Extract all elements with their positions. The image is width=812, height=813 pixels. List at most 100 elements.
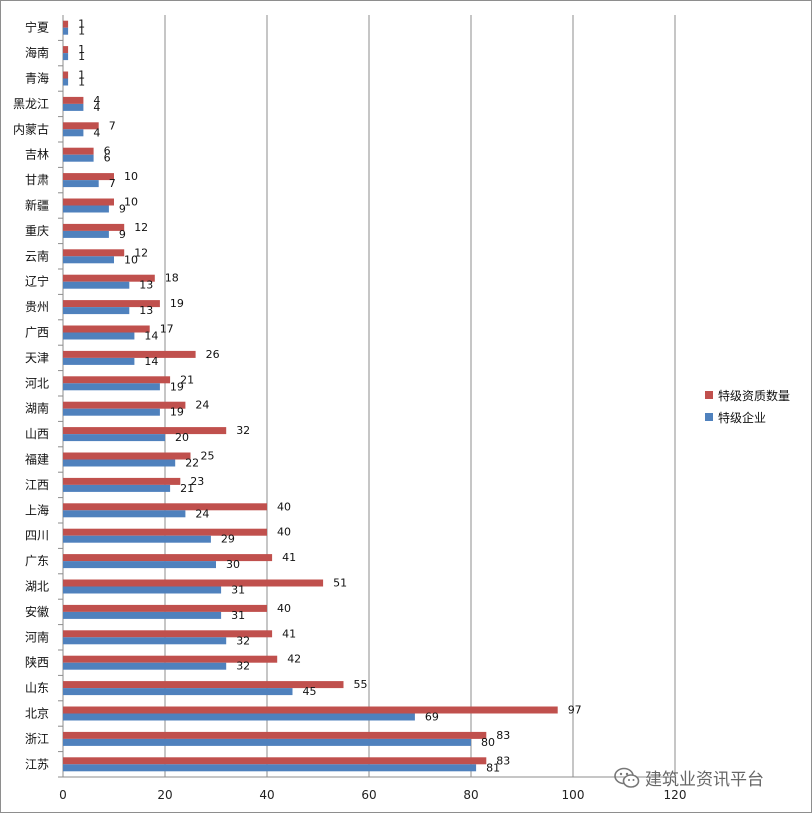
data-label: 81 [486,761,500,774]
bar-enterprise-count [63,713,415,721]
bar-qualification-count [63,46,69,54]
data-label: 24 [195,399,209,412]
data-label: 1 [78,50,85,63]
bar-qualification-count [63,604,267,612]
bar-enterprise-count [63,281,130,289]
data-label: 1 [78,43,85,56]
data-label: 6 [104,145,111,158]
legend-label-series-0: 特级资质数量 [718,388,791,403]
bar-qualification-count [63,376,171,384]
bar-qualification-count [63,325,150,333]
category-label: 新疆 [25,198,49,213]
bar-enterprise-count [63,586,222,594]
bar-qualification-count [63,20,69,28]
x-tick-label: 60 [361,788,376,802]
bar-qualification-count [63,477,181,485]
bar-enterprise-count [63,637,227,645]
bar-qualification-count [63,706,558,714]
data-label: 32 [236,424,250,437]
data-label: 32 [236,634,250,647]
data-label: 24 [195,507,209,520]
data-label: 4 [93,94,100,107]
x-tick-label: 120 [664,788,687,802]
data-label: 32 [236,660,250,673]
wechat-icon [614,767,640,788]
data-label: 40 [277,602,291,615]
legend-swatch-series-1 [705,413,713,421]
bar-enterprise-count [63,154,94,162]
bar-qualification-count [63,147,94,155]
bar-enterprise-count [63,205,109,213]
bar-enterprise-count [63,27,69,35]
data-label: 41 [282,551,296,564]
data-label: 42 [287,653,301,666]
bar-qualification-count [63,223,125,231]
category-label: 海南 [25,45,49,60]
x-tick-label: 100 [562,788,585,802]
data-label: 9 [119,203,126,216]
category-label: 贵州 [25,300,49,314]
data-label: 51 [333,577,347,590]
legend-item-series-0: 特级资质数量 [705,384,809,406]
data-label: 10 [124,253,138,266]
data-label: 14 [144,355,158,368]
bar-enterprise-count [63,230,109,238]
bar-qualification-count [63,350,196,358]
bar-qualification-count [63,757,487,765]
data-label: 30 [226,558,240,571]
category-label: 山东 [25,681,49,695]
data-label: 14 [144,330,158,343]
x-tick-label: 40 [259,788,274,802]
bar-qualification-count [63,249,125,257]
data-label: 20 [175,431,189,444]
category-label: 甘肃 [25,173,49,187]
data-label: 4 [93,101,100,114]
category-label: 黑龙江 [13,97,49,111]
data-label: 7 [109,119,116,132]
category-label: 江西 [25,478,49,492]
data-label: 10 [124,170,138,183]
bar-enterprise-count [63,53,69,61]
data-label: 45 [303,685,317,698]
bar-enterprise-count [63,129,84,137]
category-label: 北京 [25,707,49,721]
bar-enterprise-count [63,611,222,619]
bar-enterprise-count [63,459,176,467]
data-label: 83 [496,754,510,767]
data-label: 1 [78,69,85,82]
bar-qualification-count [63,300,160,308]
category-label: 重庆 [25,224,49,238]
category-label: 云南 [25,248,49,263]
category-label: 浙江 [25,732,49,746]
bar-qualification-count [63,96,84,104]
category-label: 广西 [25,326,49,340]
bar-qualification-count [63,122,99,130]
data-label: 25 [201,450,215,463]
bar-qualification-count [63,198,114,206]
bar-enterprise-count [63,78,69,86]
data-label: 41 [282,627,296,640]
category-label: 河北 [25,376,49,390]
x-tick-label: 0 [59,788,67,802]
data-label: 40 [277,526,291,539]
bar-enterprise-count [63,103,84,111]
data-label: 7 [109,177,116,190]
bar-qualification-count [63,528,267,536]
data-label: 31 [231,584,245,597]
category-label: 安徽 [25,604,49,619]
data-label: 21 [180,373,194,386]
bar-enterprise-count [63,561,216,569]
x-tick-label: 20 [157,788,172,802]
legend-item-series-1: 特级企业 [705,406,809,428]
data-label: 29 [221,533,235,546]
data-label: 10 [124,196,138,209]
data-label: 6 [104,152,111,165]
data-label: 1 [78,18,85,31]
data-label: 83 [496,729,510,742]
category-label: 湖北 [25,579,49,594]
category-label: 江苏 [25,757,49,771]
data-label: 97 [568,704,582,717]
bar-qualification-count [63,71,69,79]
legend-label-series-1: 特级企业 [718,410,767,425]
